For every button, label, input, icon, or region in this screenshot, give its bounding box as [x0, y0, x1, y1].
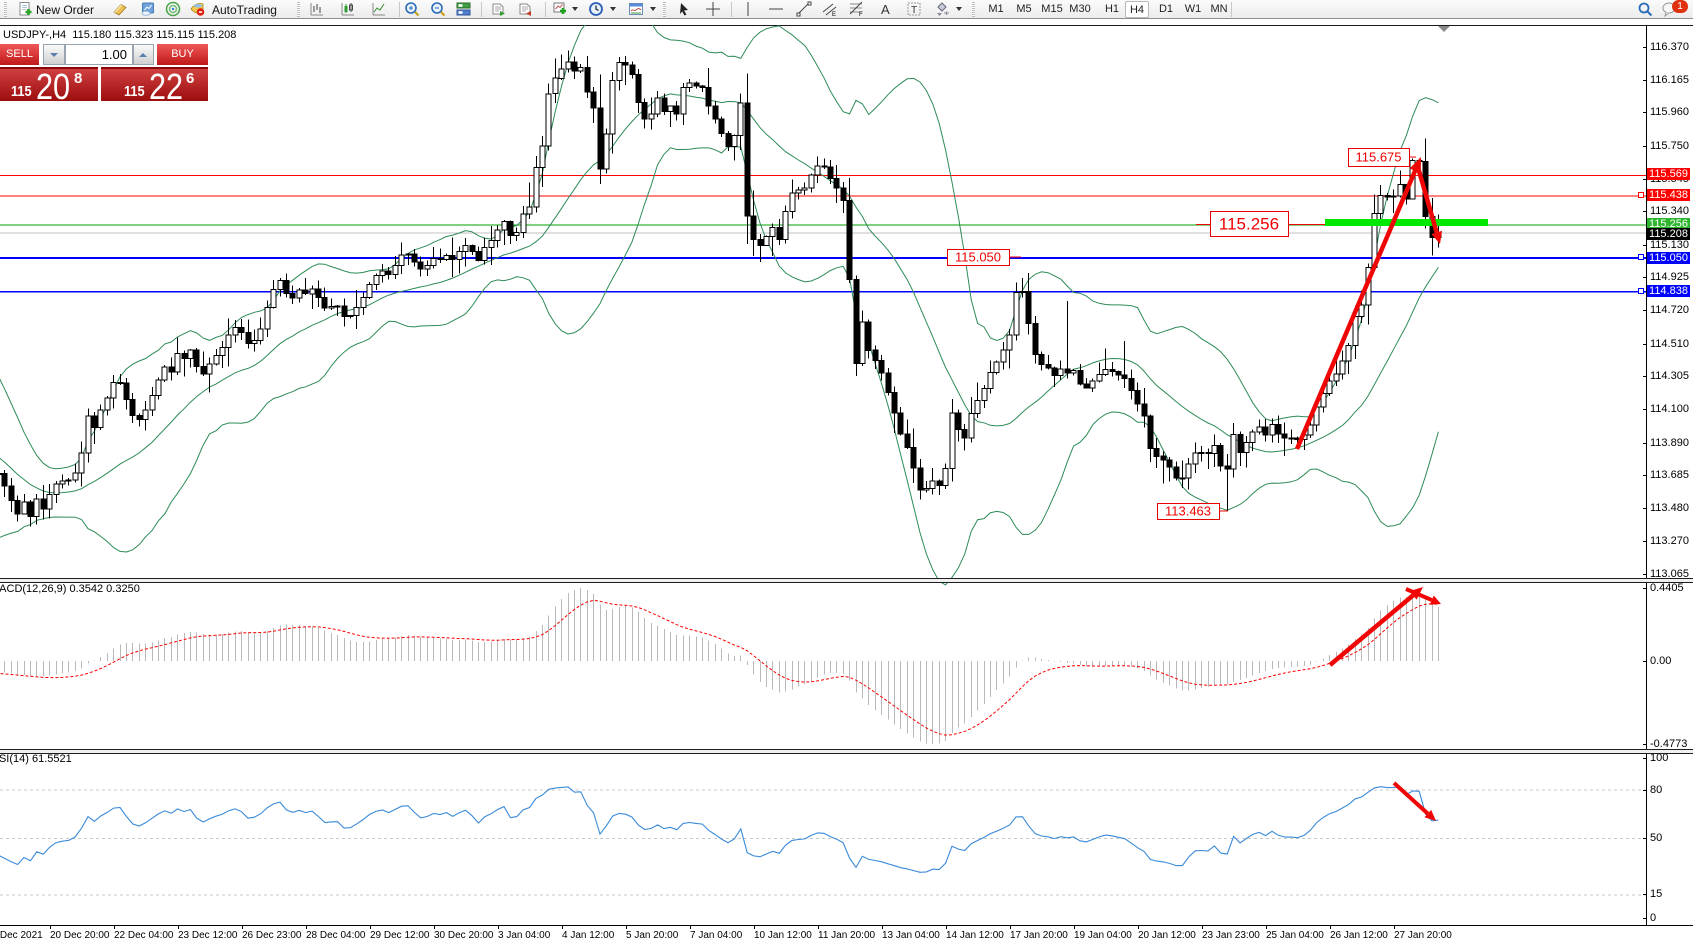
- svg-text:115.050: 115.050: [955, 250, 1001, 265]
- svg-text:115.675: 115.675: [1355, 150, 1401, 165]
- svg-text:F: F: [859, 12, 863, 17]
- svg-text:A: A: [881, 2, 890, 17]
- svg-text:T: T: [911, 5, 917, 16]
- svg-text:E: E: [832, 12, 836, 17]
- svg-text:115.256: 115.256: [1219, 215, 1279, 234]
- svg-text:113.463: 113.463: [1165, 504, 1211, 519]
